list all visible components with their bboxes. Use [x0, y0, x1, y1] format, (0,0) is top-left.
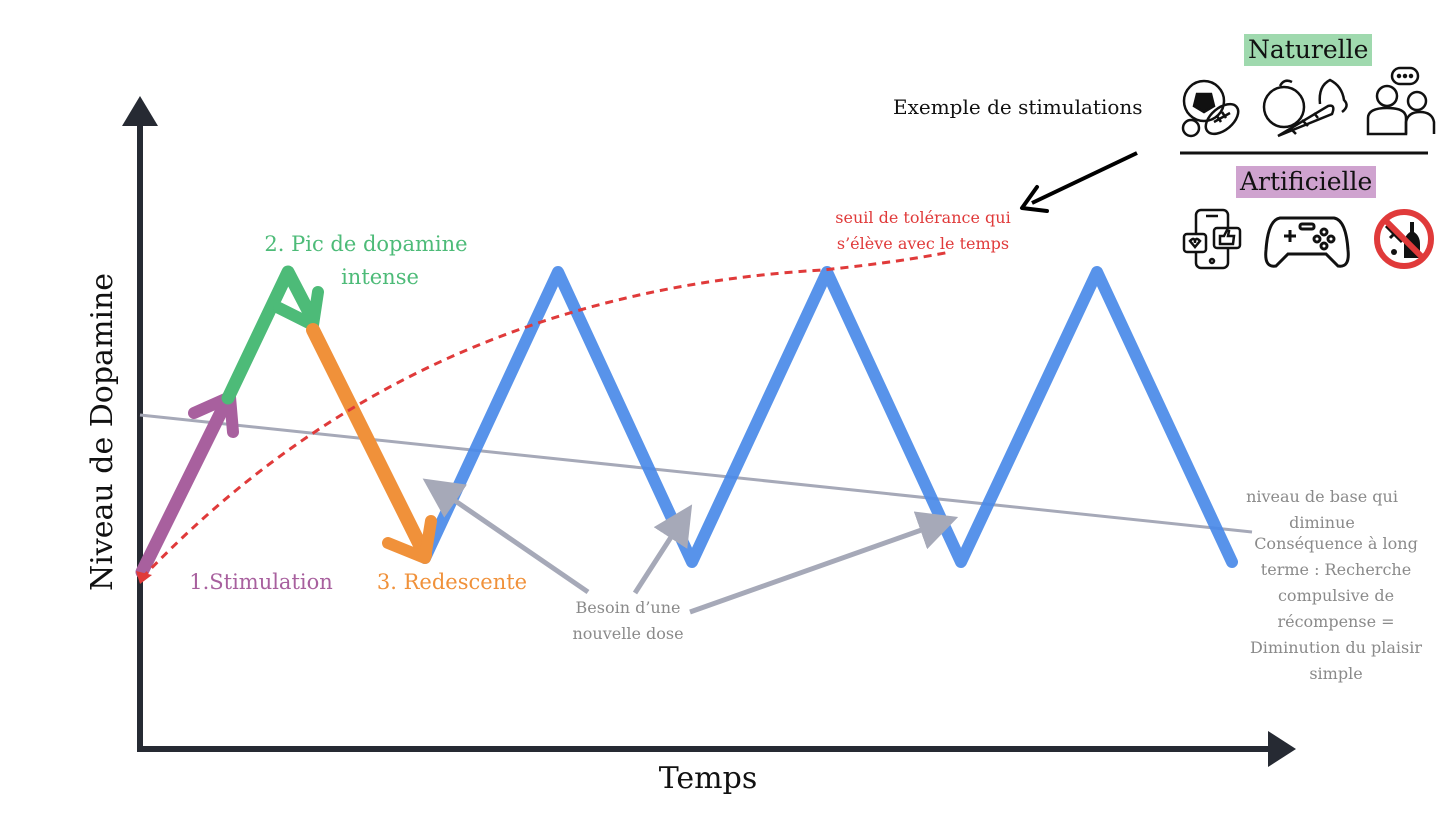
- consequence-line-3: compulsive de: [1277, 586, 1395, 605]
- need-arrow-2: [632, 504, 693, 595]
- need-arrow-1: [422, 478, 590, 595]
- fruits-vegetables-icon: [1262, 78, 1348, 138]
- stimulation-arrow: [135, 391, 235, 579]
- need-label-line1: Besoin d’une: [576, 598, 681, 617]
- consequence-line-1: Conséquence à long: [1254, 534, 1418, 553]
- y-axis-arrowhead: [122, 96, 158, 126]
- dopamine-wave: [419, 266, 1238, 568]
- baseline-label-line1: niveau de base qui: [1246, 487, 1398, 506]
- consequence-line-4: récompense =: [1277, 612, 1395, 631]
- peak-line: [221, 265, 320, 405]
- game-controller-icon: [1264, 216, 1350, 268]
- need-arrow-3: [689, 511, 959, 615]
- peak-label-line2: intense: [341, 265, 419, 289]
- consequence-line-6: simple: [1309, 664, 1363, 683]
- stimulation-label: 1.Stimulation: [189, 570, 333, 594]
- consequence-line-2: terme : Recherche: [1260, 560, 1412, 579]
- tolerance-label-line2: s’élève avec le temps: [837, 234, 1009, 253]
- baseline-line: [139, 413, 1253, 534]
- y-axis-label: Niveau de Dopamine: [85, 273, 120, 591]
- example-label: Exemple de stimulations: [893, 95, 1143, 119]
- smartphone-social-icon: [1182, 208, 1242, 270]
- tolerance-label-line1: seuil de tolérance qui: [835, 208, 1010, 227]
- peak-label-line1: 2. Pic de dopamine: [264, 232, 467, 256]
- tolerance-curve: [140, 250, 951, 580]
- social-conversation-icon: [1366, 66, 1436, 136]
- consequence-note: Conséquence à long terme : Recherche com…: [1238, 531, 1434, 687]
- artificial-tag: Artificielle: [1236, 166, 1377, 198]
- baseline-label-line2: diminue: [1289, 513, 1355, 532]
- tolerance-start-marker: [136, 571, 152, 584]
- descent-arrow: [306, 323, 432, 562]
- consequence-line-5: Diminution du plaisir: [1249, 638, 1423, 657]
- descent-label: 3. Redescente: [377, 570, 527, 594]
- no-drugs-alcohol-icon: [1374, 209, 1434, 269]
- example-arrow: [1031, 151, 1138, 205]
- descent-arrowhead: [382, 515, 437, 564]
- x-axis-label: Temps: [659, 761, 757, 796]
- example-arrowhead: [1020, 185, 1049, 213]
- need-label-line2: nouvelle dose: [572, 624, 683, 643]
- sports-balls-icon: [1181, 79, 1240, 138]
- x-axis-arrowhead: [1268, 731, 1296, 767]
- natural-tag: Naturelle: [1244, 34, 1373, 66]
